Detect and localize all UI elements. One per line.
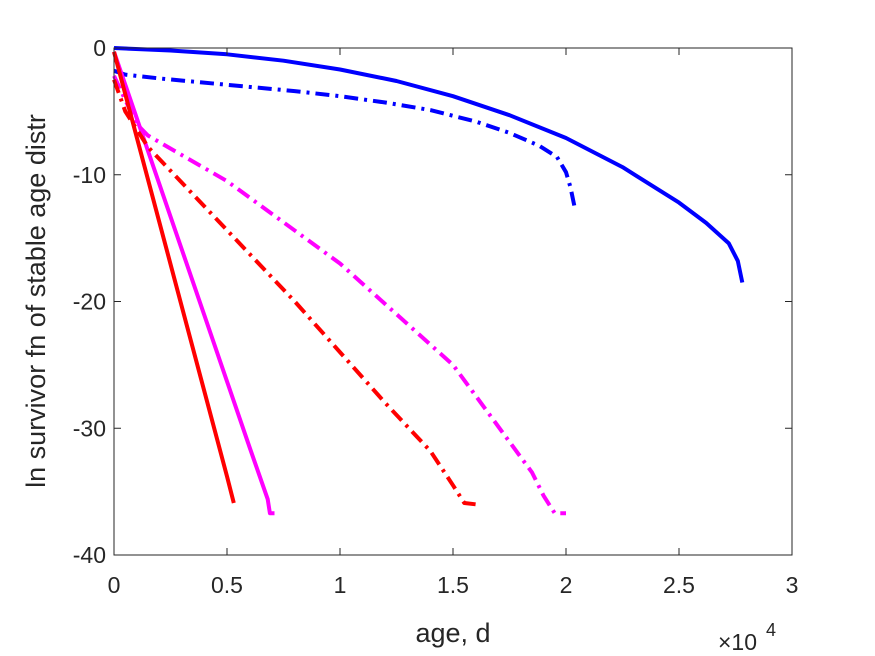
- y-axis-title: ln survivor fn of stable age distr: [21, 114, 51, 488]
- series-line-1: [113, 46, 745, 283]
- series-line-5: [112, 51, 236, 504]
- series-line-3: [112, 51, 275, 516]
- x-tick-label: 0.5: [211, 572, 243, 598]
- x-tick-label: 3: [786, 572, 799, 598]
- axes-layer: 0 0.5 1 1.5 2 2.5 3 0 -10 -20 -30 -40: [73, 35, 799, 598]
- y-tick-label: -10: [73, 162, 106, 188]
- series-line-6: [112, 79, 476, 507]
- y-tick-label: 0: [93, 35, 106, 61]
- series-line-2: [113, 68, 577, 210]
- series-layer: [112, 46, 745, 516]
- series-line-4: [112, 75, 566, 516]
- x-tick-label: 2.5: [663, 572, 695, 598]
- y-tick-label: -20: [73, 289, 106, 315]
- plot-area: [114, 48, 792, 555]
- x-exponent-power: 4: [766, 620, 776, 640]
- x-tick-label: 1: [334, 572, 347, 598]
- x-axis-exponent: ×10 4: [718, 620, 776, 655]
- y-tick-label: -40: [73, 542, 106, 568]
- x-tick-label: 0: [108, 572, 121, 598]
- x-tick-label: 2: [560, 572, 573, 598]
- y-tick-label: -30: [73, 415, 106, 441]
- x-exponent-base: ×10: [718, 629, 757, 655]
- x-tick-label: 1.5: [437, 572, 469, 598]
- x-axis-title: age, d: [415, 618, 490, 648]
